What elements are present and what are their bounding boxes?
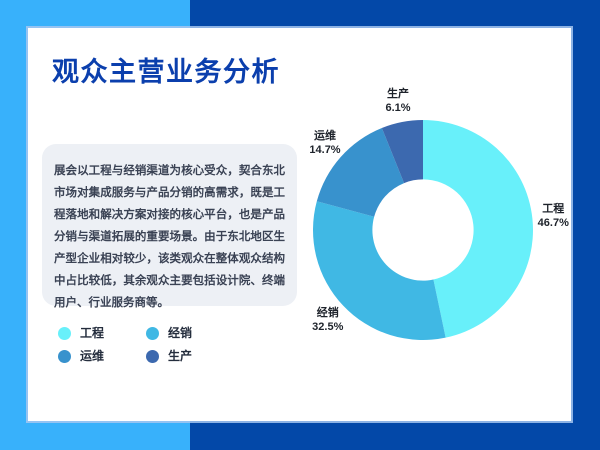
chart-legend: 工程 经销运维 生产 bbox=[58, 327, 192, 363]
legend-label: 工程 bbox=[80, 326, 105, 340]
legend-item-2: 运维 bbox=[58, 350, 146, 363]
slice-label-2: 运维 14.7% bbox=[309, 129, 340, 157]
legend-dot bbox=[146, 327, 159, 340]
legend-item-3: 生产 bbox=[146, 350, 192, 363]
slice-label-name: 生产 bbox=[387, 88, 410, 101]
slice-label-name: 经销 bbox=[316, 306, 339, 319]
legend-dot bbox=[58, 327, 71, 340]
legend-item-1: 经销 bbox=[146, 327, 192, 340]
pie-slice-2 bbox=[316, 127, 405, 217]
legend-label: 经销 bbox=[168, 326, 193, 340]
legend-dot bbox=[58, 350, 71, 363]
legend-item-0: 工程 bbox=[58, 327, 146, 340]
legend-label: 运维 bbox=[80, 349, 105, 363]
slice-label-percent: 32.5% bbox=[312, 320, 344, 333]
donut-chart: 工程 46.7% 经销 32.5% 运维 14.7% 生产 6.1% bbox=[303, 88, 569, 350]
legend-dot bbox=[146, 350, 159, 363]
legend-label: 生产 bbox=[168, 349, 193, 363]
pie-slice-3 bbox=[381, 120, 423, 184]
page-title: 观众主营业务分析 bbox=[52, 57, 280, 87]
slice-label-percent: 6.1% bbox=[385, 102, 411, 115]
description-text: 展会以工程与经销渠道为核心受众，契合东北市场对集成服务与产品分销的高需求，既是工… bbox=[54, 165, 285, 309]
pie-slice-1 bbox=[312, 201, 446, 340]
slice-label-3: 生产 6.1% bbox=[386, 87, 411, 115]
pie-slice-0 bbox=[423, 120, 533, 338]
slice-label-percent: 14.7% bbox=[309, 144, 341, 157]
slice-label-percent: 46.7% bbox=[537, 217, 569, 230]
slice-label-name: 运维 bbox=[313, 130, 336, 143]
donut-chart-svg bbox=[312, 120, 533, 340]
description-box: 展会以工程与经销渠道为核心受众，契合东北市场对集成服务与产品分销的高需求，既是工… bbox=[42, 144, 297, 309]
slice-label-0: 工程 46.7% bbox=[538, 202, 569, 230]
slice-label-name: 工程 bbox=[542, 203, 565, 216]
slice-label-1: 经销 32.5% bbox=[312, 306, 343, 334]
content-card: 观众主营业务分析 展会以工程与经销渠道为核心受众，契合东北市场对集成服务与产品分… bbox=[28, 28, 571, 421]
